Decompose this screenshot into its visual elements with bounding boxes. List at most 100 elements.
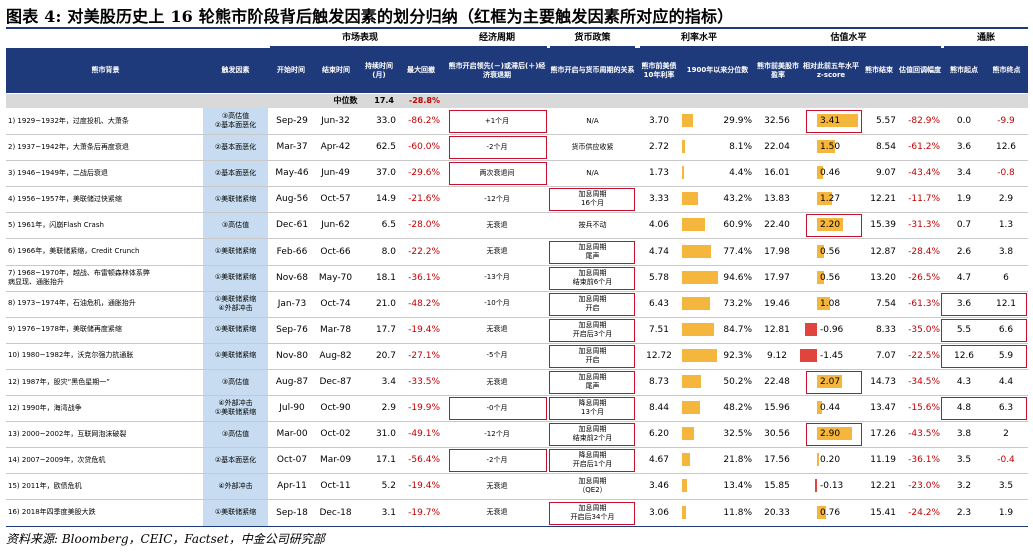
cell-bear: 2) 1937~1942年，大萧条后再度衰退 bbox=[8, 142, 129, 151]
table-row bbox=[6, 317, 1028, 344]
cell-pe: 22.04 bbox=[764, 142, 790, 153]
cell-valchg: -31.3% bbox=[908, 220, 940, 231]
cell-duration: 62.5 bbox=[375, 142, 396, 153]
cell-z: 0.44 bbox=[820, 403, 841, 414]
cell-pe: 13.83 bbox=[764, 194, 790, 205]
cell-valchg: -82.9% bbox=[908, 116, 940, 127]
cell-econ: 无衰退 bbox=[486, 220, 508, 229]
cell-duration: 18.1 bbox=[375, 272, 396, 283]
cell-drawdown: -60.0% bbox=[408, 142, 440, 153]
cell-rate: 7.51 bbox=[648, 324, 670, 335]
cell-trigger: ①美联储紧缩 bbox=[214, 194, 257, 203]
cell-end: Apr-42 bbox=[320, 142, 351, 153]
percentile-bar bbox=[682, 244, 712, 258]
cell-ce: 12.1 bbox=[995, 298, 1017, 309]
cell-trigger: ②基本面恶化 bbox=[214, 168, 257, 177]
cell-trigger: ③高估值 bbox=[221, 220, 250, 229]
cell-endpe: 17.26 bbox=[870, 429, 896, 440]
cell-z: 2.20 bbox=[820, 220, 841, 231]
cell-cs: 1.9 bbox=[956, 194, 972, 205]
table-row bbox=[6, 369, 1028, 397]
zscore-bar bbox=[805, 322, 817, 336]
cell-valchg: -26.5% bbox=[908, 272, 940, 283]
cell-ce: 2.9 bbox=[998, 194, 1014, 205]
cell-bear: 4) 1956~1957年，美联储过快紧缩 bbox=[8, 194, 122, 203]
cell-ce: -0.8 bbox=[997, 168, 1015, 179]
cell-cs: 4.7 bbox=[956, 272, 972, 283]
cell-end: Oct-57 bbox=[320, 194, 351, 205]
cell-money: 加息周期 16个月 bbox=[578, 190, 607, 208]
cell-pct: 29.9% bbox=[723, 116, 752, 127]
cell-endpe: 15.39 bbox=[870, 220, 896, 231]
cell-z: -0.96 bbox=[820, 324, 844, 335]
cell-drawdown: -27.1% bbox=[408, 350, 440, 361]
cell-pct: 50.2% bbox=[723, 377, 752, 388]
percentile-bar bbox=[682, 427, 695, 441]
cell-econ: +1个月 bbox=[484, 116, 510, 125]
highlight-box-econ bbox=[449, 162, 547, 186]
cell-money: 加息周期 开启 bbox=[578, 346, 607, 364]
percentile-bar bbox=[682, 453, 691, 467]
highlight-box-money bbox=[549, 292, 635, 316]
cell-bear: 15) 2011年，欧债危机 bbox=[8, 481, 82, 490]
cell-z: 0.46 bbox=[820, 168, 841, 179]
cell-pe: 15.85 bbox=[764, 481, 790, 492]
cell-duration: 3.4 bbox=[381, 377, 396, 388]
cell-ce: -9.9 bbox=[997, 116, 1015, 127]
cell-money: 加息周期 开启后34个月 bbox=[570, 503, 615, 521]
cell-valchg: -43.5% bbox=[908, 429, 940, 440]
top-rule bbox=[6, 27, 1028, 29]
cell-econ: 无衰退 bbox=[486, 247, 508, 256]
cell-money: 加息周期 尾声 bbox=[578, 373, 607, 391]
cell-rate: 4.74 bbox=[648, 246, 670, 257]
cell-endpe: 9.07 bbox=[875, 168, 896, 179]
group-header-1: 经济周期 bbox=[447, 30, 547, 48]
cell-start: Dec-61 bbox=[275, 220, 309, 231]
percentile-bar bbox=[682, 401, 701, 415]
cell-ce: 5.9 bbox=[998, 350, 1014, 361]
highlight-box-money bbox=[549, 501, 635, 525]
zscore-bar bbox=[817, 401, 823, 415]
cell-valchg: -36.1% bbox=[908, 455, 940, 466]
cell-start: Mar-00 bbox=[276, 429, 308, 440]
cell-trigger: ②基本面恶化 bbox=[214, 455, 257, 464]
cell-pe: 12.81 bbox=[764, 324, 790, 335]
cell-trigger: ①美联储紧缩 bbox=[214, 325, 257, 334]
cell-start: Apr-11 bbox=[277, 481, 307, 492]
cell-econ: -12个月 bbox=[484, 194, 510, 203]
cell-econ: -5个月 bbox=[486, 351, 508, 360]
cell-z: 0.20 bbox=[820, 455, 841, 466]
cell-money: N/A bbox=[586, 168, 599, 177]
cell-ce: 3.8 bbox=[998, 246, 1014, 257]
cell-cs: 3.6 bbox=[956, 142, 972, 153]
cell-econ: 无衰退 bbox=[486, 508, 508, 517]
col-header-cpistart: 熊市起点 bbox=[950, 66, 978, 74]
cell-duration: 14.9 bbox=[375, 194, 396, 205]
col-header-valchg: 估值回调幅度 bbox=[899, 66, 941, 74]
percentile-bar bbox=[682, 375, 702, 388]
cell-drawdown: -56.4% bbox=[408, 455, 440, 466]
cell-z: 1.50 bbox=[820, 142, 841, 153]
table-row bbox=[6, 291, 1028, 318]
cell-end: Oct-11 bbox=[320, 481, 351, 492]
highlight-box-zscore bbox=[806, 110, 862, 134]
cell-bear: 8) 1973~1974年，石油危机，通胀抬升 bbox=[8, 299, 136, 308]
col-header-trigger: 触发因素 bbox=[221, 66, 250, 74]
cell-endpe: 15.41 bbox=[870, 507, 896, 518]
table-row bbox=[6, 239, 1028, 266]
cell-bear: 6) 1966年，美联储紧缩，Credit Crunch bbox=[8, 247, 140, 256]
cell-pct: 60.9% bbox=[723, 220, 752, 231]
col-header-endpe: 熊市结束 bbox=[865, 66, 893, 74]
cell-end: Oct-90 bbox=[320, 403, 351, 414]
cell-pct: 32.5% bbox=[723, 429, 752, 440]
table-row bbox=[6, 108, 1028, 136]
cell-pe: 32.56 bbox=[764, 116, 790, 127]
cell-cs: 2.6 bbox=[956, 246, 972, 257]
cell-pct: 77.4% bbox=[723, 246, 752, 257]
cell-rate: 12.72 bbox=[646, 350, 672, 361]
cell-cs: 3.5 bbox=[956, 455, 972, 466]
cell-pct: 21.8% bbox=[723, 455, 752, 466]
cell-end: Jun-49 bbox=[321, 168, 350, 179]
cell-valchg: -23.0% bbox=[908, 481, 940, 492]
percentile-bar bbox=[682, 348, 718, 362]
